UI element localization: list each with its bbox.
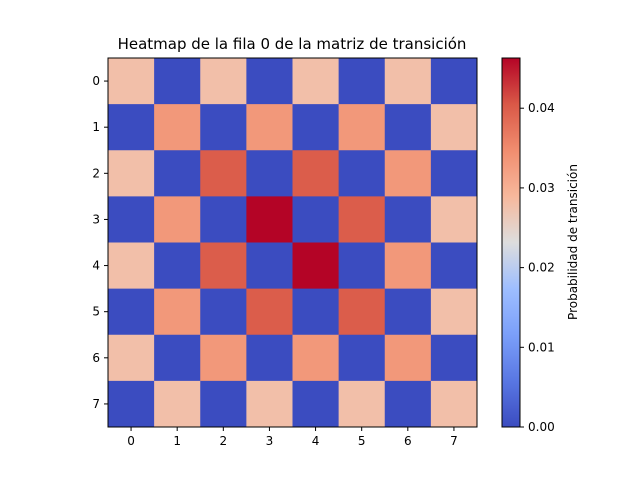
heatmap-cell-r5-c2 — [200, 288, 247, 336]
heatmap-cell-r5-c0 — [108, 288, 155, 336]
heatmap-cell-r6-c0 — [108, 334, 155, 382]
heatmap-cell-r1-c7 — [430, 104, 478, 151]
heatmap-cell-r4-c7 — [430, 242, 478, 290]
heatmap-cell-r7-c7 — [430, 380, 478, 428]
x-tick-label: 5 — [358, 434, 366, 448]
y-tick-label: 1 — [92, 120, 100, 134]
heatmap-cell-r1-c1 — [154, 104, 201, 151]
heatmap-cell-r5-c6 — [384, 288, 432, 336]
y-tick-label: 3 — [92, 212, 100, 226]
x-tick-label: 0 — [127, 434, 135, 448]
heatmap-cell-r3-c3 — [246, 196, 293, 243]
heatmap-cell-r3-c1 — [154, 196, 201, 243]
plot-frame — [107, 57, 478, 428]
heatmap-cell-r0-c7 — [430, 58, 478, 105]
heatmap-cell-r3-c6 — [384, 196, 432, 243]
heatmap-cell-r6-c5 — [338, 334, 386, 382]
y-tick-label: 0 — [92, 74, 100, 88]
heatmap-cell-r3-c2 — [200, 196, 247, 243]
colorbar-ticks: 0.00 0.01 0.02 0.03 0.04 — [520, 101, 555, 434]
heatmap-cell-r2-c0 — [108, 150, 155, 197]
x-tick-label: 6 — [404, 434, 412, 448]
heatmap-cells — [108, 58, 478, 428]
heatmap-cell-r7-c1 — [154, 380, 201, 428]
colorbar-tick-label: 0.00 — [528, 420, 555, 434]
heatmap-cell-r0-c5 — [338, 58, 386, 105]
heatmap-cell-r1-c4 — [292, 104, 340, 151]
heatmap-cell-r0-c4 — [292, 58, 340, 105]
heatmap-cell-r6-c2 — [200, 334, 247, 382]
heatmap-cell-r4-c0 — [108, 242, 155, 290]
heatmap-cell-r4-c1 — [154, 242, 201, 290]
colorbar-tick-label: 0.01 — [528, 340, 555, 354]
heatmap-cell-r4-c5 — [338, 242, 386, 290]
heatmap-cell-r5-c4 — [292, 288, 340, 336]
heatmap-cell-r3-c0 — [108, 196, 155, 243]
heatmap-cell-r7-c4 — [292, 380, 340, 428]
y-tick-label: 7 — [92, 397, 100, 411]
heatmap-cell-r6-c4 — [292, 334, 340, 382]
heatmap-cell-r7-c0 — [108, 380, 155, 428]
heatmap-cell-r4-c2 — [200, 242, 247, 290]
x-tick-label: 2 — [219, 434, 227, 448]
heatmap-cell-r2-c6 — [384, 150, 432, 197]
heatmap-cell-r4-c3 — [246, 242, 293, 290]
heatmap-cell-r2-c2 — [200, 150, 247, 197]
heatmap-cell-r7-c2 — [200, 380, 247, 428]
heatmap-cell-r2-c5 — [338, 150, 386, 197]
heatmap-cell-r6-c3 — [246, 334, 293, 382]
heatmap-cell-r0-c3 — [246, 58, 293, 105]
heatmap-cell-r1-c3 — [246, 104, 293, 151]
heatmap-cell-r4-c4 — [292, 242, 340, 290]
heatmap-cell-r6-c6 — [384, 334, 432, 382]
heatmap-cell-r2-c4 — [292, 150, 340, 197]
heatmap-cell-r1-c0 — [108, 104, 155, 151]
x-axis-ticks: 0 1 2 3 4 5 6 7 — [127, 427, 458, 448]
chart-title: Heatmap de la fila 0 de la matriz de tra… — [118, 35, 467, 53]
heatmap-cell-r2-c3 — [246, 150, 293, 197]
colorbar-tick-label: 0.03 — [528, 181, 555, 195]
y-tick-label: 6 — [92, 351, 100, 365]
heatmap-cell-r0-c2 — [200, 58, 247, 105]
x-tick-label: 1 — [173, 434, 181, 448]
x-tick-label: 3 — [266, 434, 274, 448]
heatmap-cell-r0-c6 — [384, 58, 432, 105]
y-axis-ticks: 0 1 2 3 4 5 6 7 — [92, 74, 108, 411]
heatmap-cell-r2-c7 — [430, 150, 478, 197]
y-tick-label: 4 — [92, 259, 100, 273]
y-tick-label: 2 — [92, 166, 100, 180]
heatmap-cell-r3-c7 — [430, 196, 478, 243]
heatmap-cell-r5-c5 — [338, 288, 386, 336]
heatmap-cell-r2-c1 — [154, 150, 201, 197]
heatmap-cell-r1-c2 — [200, 104, 247, 151]
colorbar-label: Probabilidad de transición — [566, 164, 580, 320]
heatmap-cell-r0-c1 — [154, 58, 201, 105]
heatmap-cell-r1-c5 — [338, 104, 386, 151]
colorbar-tick-label: 0.02 — [528, 261, 555, 275]
heatmap-cell-r4-c6 — [384, 242, 432, 290]
heatmap-cell-r5-c3 — [246, 288, 293, 336]
heatmap-cell-r5-c7 — [430, 288, 478, 336]
heatmap-cell-r3-c4 — [292, 196, 340, 243]
colorbar-tick-label: 0.04 — [528, 101, 555, 115]
heatmap-cell-r5-c1 — [154, 288, 201, 336]
heatmap-cell-r0-c0 — [108, 58, 155, 105]
heatmap-cell-r7-c5 — [338, 380, 386, 428]
x-tick-label: 4 — [312, 434, 320, 448]
x-tick-label: 7 — [450, 434, 458, 448]
y-tick-label: 5 — [92, 305, 100, 319]
heatmap-cell-r6-c7 — [430, 334, 478, 382]
colorbar — [501, 57, 521, 428]
heatmap-cell-r6-c1 — [154, 334, 201, 382]
heatmap-cell-r7-c3 — [246, 380, 293, 428]
heatmap-cell-r1-c6 — [384, 104, 432, 151]
heatmap-cell-r3-c5 — [338, 196, 386, 243]
heatmap-cell-r7-c6 — [384, 380, 432, 428]
